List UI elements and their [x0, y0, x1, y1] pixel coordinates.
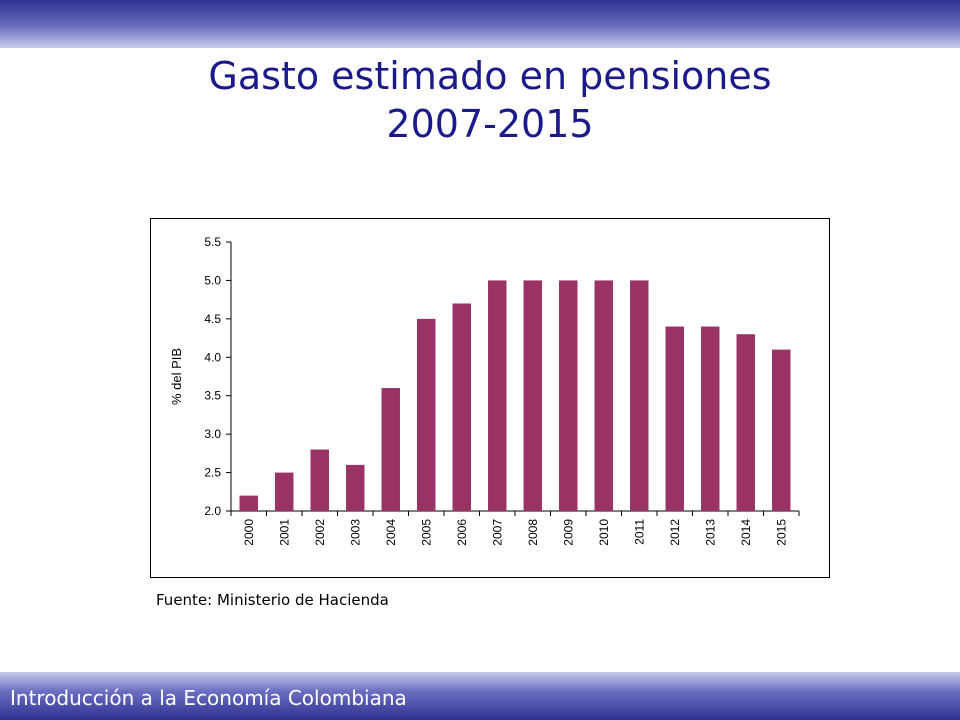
chart-frame: 2.0 2.5 3.0 3.5 4.0 4.5 5.0 5.5 % del PIB 2000 200… — [150, 218, 830, 578]
y-tick-label: 4.5 — [204, 312, 221, 326]
bar — [736, 334, 755, 511]
y-tick-label: 5.5 — [204, 235, 221, 249]
footer-course-title: Introducción a la Economía Colombiana — [10, 686, 407, 710]
bar — [275, 472, 294, 511]
x-tick-label: 2010 — [597, 519, 611, 546]
bar — [310, 449, 329, 511]
bar-chart: 2.0 2.5 3.0 3.5 4.0 4.5 5.0 5.5 % del PIB 2000 200… — [169, 235, 800, 546]
title-line-1: Gasto estimado en pensiones — [208, 54, 772, 98]
x-tick-label: 2007 — [490, 519, 504, 546]
bar — [488, 280, 507, 511]
y-axis-title: % del PIB — [169, 348, 184, 405]
bar — [630, 280, 649, 511]
bar — [346, 464, 365, 511]
source-note: Fuente: Ministerio de Hacienda — [156, 591, 389, 609]
x-tick-label: 2000 — [242, 519, 256, 546]
y-tick-label: 5.0 — [204, 273, 221, 287]
x-tick-label: 2003 — [348, 519, 362, 546]
x-tick-label: 2006 — [455, 519, 469, 546]
y-tick-label: 3.0 — [204, 427, 221, 441]
x-tick-label: 2002 — [313, 519, 327, 546]
bar — [381, 388, 400, 511]
x-tick-label: 2001 — [277, 519, 291, 546]
x-tick-label: 2013 — [703, 519, 717, 546]
top-banner — [0, 0, 960, 48]
y-tick-label: 4.0 — [204, 350, 221, 364]
bar — [772, 349, 791, 511]
x-tick-label: 2011 — [632, 519, 646, 545]
bottom-banner — [0, 672, 960, 720]
y-tick-label: 3.5 — [204, 389, 221, 403]
bar — [594, 280, 613, 511]
bar — [523, 280, 542, 511]
y-tick-label: 2.5 — [204, 466, 221, 480]
slide-title: Gasto estimado en pensiones 2007-2015 — [90, 52, 890, 148]
x-tick-label: 2012 — [668, 519, 682, 546]
title-line-2: 2007-2015 — [386, 102, 594, 146]
x-tick-label: 2004 — [384, 519, 398, 546]
bar — [417, 318, 436, 511]
x-tick-label: 2015 — [774, 519, 788, 546]
bar — [665, 326, 684, 511]
bar — [701, 326, 720, 511]
bar — [239, 495, 258, 511]
bar — [559, 280, 578, 511]
y-tick-label: 2.0 — [204, 504, 221, 518]
x-tick-label: 2014 — [739, 519, 753, 546]
bar — [452, 303, 471, 511]
x-tick-label: 2009 — [561, 519, 575, 546]
x-tick-label: 2005 — [419, 519, 433, 546]
x-tick-label: 2008 — [526, 519, 540, 546]
